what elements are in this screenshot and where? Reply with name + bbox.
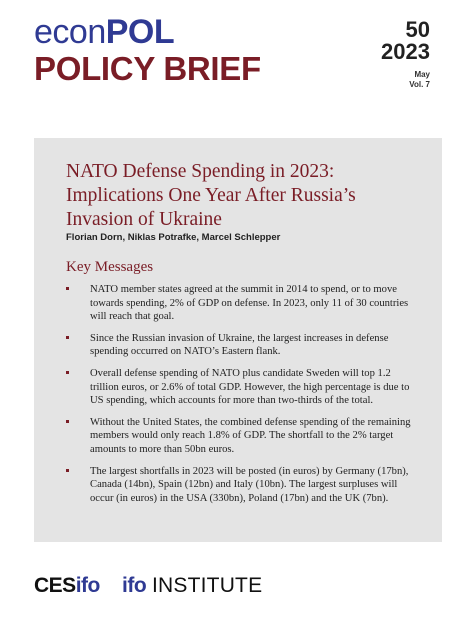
issue-month: May (414, 70, 430, 79)
bullet-marker-icon (66, 335, 69, 339)
key-message-text: Without the United States, the combined … (90, 416, 411, 455)
bullet-marker-icon (66, 287, 69, 290)
ifo-institute-logo: ifo INSTITUTE (122, 574, 262, 598)
series-title: POLICY BRIEF (34, 50, 261, 87)
authors: Florian Dorn, Niklas Potrafke, Marcel Sc… (66, 232, 281, 243)
key-message-item: Overall defense spending of NATO plus ca… (66, 367, 416, 408)
bullet-marker-icon (66, 419, 69, 423)
issue-number: 50 (405, 17, 430, 42)
logo-econ-text: econ (34, 13, 106, 51)
issue-year: 2023 (381, 39, 430, 64)
brief-title: NATO Defense Spending in 2023: Implicati… (66, 161, 356, 230)
key-message-text: Since the Russian invasion of Ukraine, t… (90, 332, 389, 358)
logo-pol-text: POL (105, 13, 175, 51)
bullet-marker-icon (66, 468, 69, 472)
cesifo-ifo-text: ifo (75, 574, 101, 597)
summary-panel (34, 138, 442, 542)
ifo-institute-text: INSTITUTE (152, 574, 263, 597)
key-message-text: The largest shortfalls in 2023 will be p… (90, 465, 409, 504)
key-message-text: NATO member states agreed at the summit … (90, 284, 409, 323)
key-message-item: Without the United States, the combined … (66, 416, 416, 457)
key-message-item: The largest shortfalls in 2023 will be p… (66, 465, 416, 506)
econpol-logo: econPOL (34, 13, 175, 51)
cesifo-logo: CESifo (34, 574, 100, 598)
issue-volume: Vol. 7 (409, 80, 430, 89)
ifo-institute-ifo-text: ifo (122, 574, 147, 597)
cesifo-ces-text: CES (34, 574, 76, 597)
bullet-marker-icon (66, 370, 69, 374)
key-message-text: Overall defense spending of NATO plus ca… (90, 367, 410, 407)
key-message-item: Since the Russian invasion of Ukraine, t… (66, 332, 416, 359)
key-message-item: NATO member states agreed at the summit … (66, 283, 416, 324)
key-messages-heading: Key Messages (66, 259, 154, 275)
key-messages-list: NATO member states agreed at the summit … (66, 283, 416, 513)
